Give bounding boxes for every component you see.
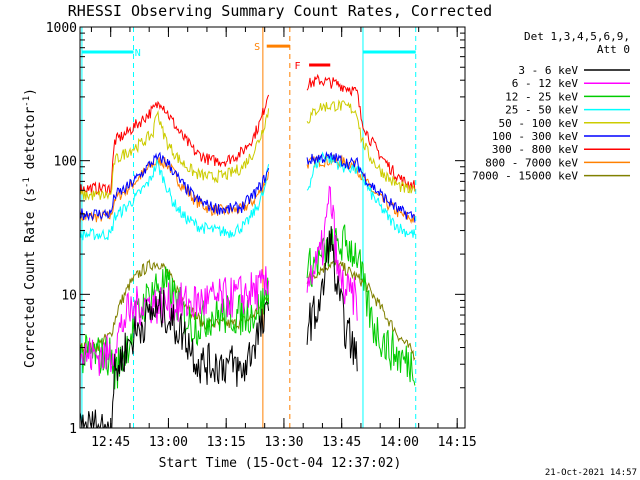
- legend-label-3: 12 - 25 keV: [505, 90, 578, 103]
- legend-header-2: Att 0: [597, 43, 630, 56]
- series-line-50-100-kev-part1: [79, 108, 270, 201]
- x-tick-label-1415: 14:15: [438, 435, 477, 450]
- flag-label-f: F: [295, 61, 301, 72]
- y-axis-label-main: Corrected Count Rate (s: [23, 188, 38, 368]
- x-tick-label-1345: 13:45: [322, 435, 361, 450]
- series-line-25-50-kev-part1: [79, 159, 270, 241]
- series-line-12-25-kev-part2: [306, 224, 416, 386]
- series-line-800-7000-kev-part1: [79, 155, 270, 223]
- flag-label-s: S: [254, 42, 260, 53]
- y-tick-label-10: 10: [61, 288, 77, 303]
- x-tick-label-1300: 13:00: [149, 435, 188, 450]
- x-tick-label-1400: 14:00: [380, 435, 419, 450]
- legend-label-8: 800 - 7000 keV: [485, 156, 578, 169]
- plot-frame: [79, 26, 466, 429]
- series-line-300-800-kev-part2: [306, 73, 416, 192]
- series-line-100-300-kev-part1: [79, 151, 270, 222]
- y-axis-label-mid: detector: [23, 107, 38, 178]
- series-line-800-7000-kev-part2: [306, 153, 416, 225]
- legend-label-5: 50 - 100 keV: [499, 117, 579, 130]
- y-tick-label-1: 1: [69, 422, 77, 437]
- legend-label-2: 6 - 12 keV: [512, 77, 579, 90]
- x-tick-label-1315: 13:15: [207, 435, 246, 450]
- x-tick-label-1330: 13:30: [264, 435, 303, 450]
- x-axis-label: Start Time (15-Oct-04 12:37:02): [159, 456, 402, 471]
- axis-layer: 1 10 100 1000 12:45 13:00 13:15 13:30 13:45 14:00…: [46, 21, 477, 450]
- y-axis-label: Corrected Count Rate (s-1 detector-1): [22, 88, 38, 368]
- legend-label-1: 3 - 6 keV: [518, 64, 578, 77]
- legend-label-4: 25 - 50 keV: [505, 104, 578, 117]
- y-axis-label-end: ): [23, 88, 38, 96]
- series-line-12-25-kev-part1: [79, 266, 270, 390]
- plot-layer: N S F: [79, 27, 417, 429]
- y-tick-label-1000: 1000: [46, 21, 77, 36]
- chart-title: RHESSI Observing Summary Count Rates, Co…: [68, 2, 492, 20]
- x-tick-label-1245: 12:45: [91, 435, 130, 450]
- date-stamp: 21-Oct-2021 14:57: [545, 468, 637, 478]
- legend-header-1: Det 1,3,4,5,6,9,: [524, 30, 630, 43]
- series-line-7000-15000-kev-part1: [79, 259, 270, 356]
- legend-label-9: 7000 - 15000 keV: [472, 170, 578, 183]
- y-tick-label-100: 100: [54, 155, 77, 170]
- legend-label-7: 300 - 800 keV: [492, 143, 578, 156]
- series-line-100-300-kev-part2: [306, 150, 416, 223]
- series-line-50-100-kev-part2: [306, 99, 416, 194]
- series-line-6-12-kev-part2: [306, 185, 358, 321]
- series-line-3-6-kev-part2: [306, 226, 358, 372]
- y-axis-label-exp2: -1: [22, 96, 32, 107]
- series-line-300-800-kev-part1: [79, 94, 270, 196]
- y-axis-label-exp1: -1: [22, 177, 32, 188]
- legend-label-6: 100 - 300 keV: [492, 130, 578, 143]
- flag-label-n: N: [135, 48, 141, 59]
